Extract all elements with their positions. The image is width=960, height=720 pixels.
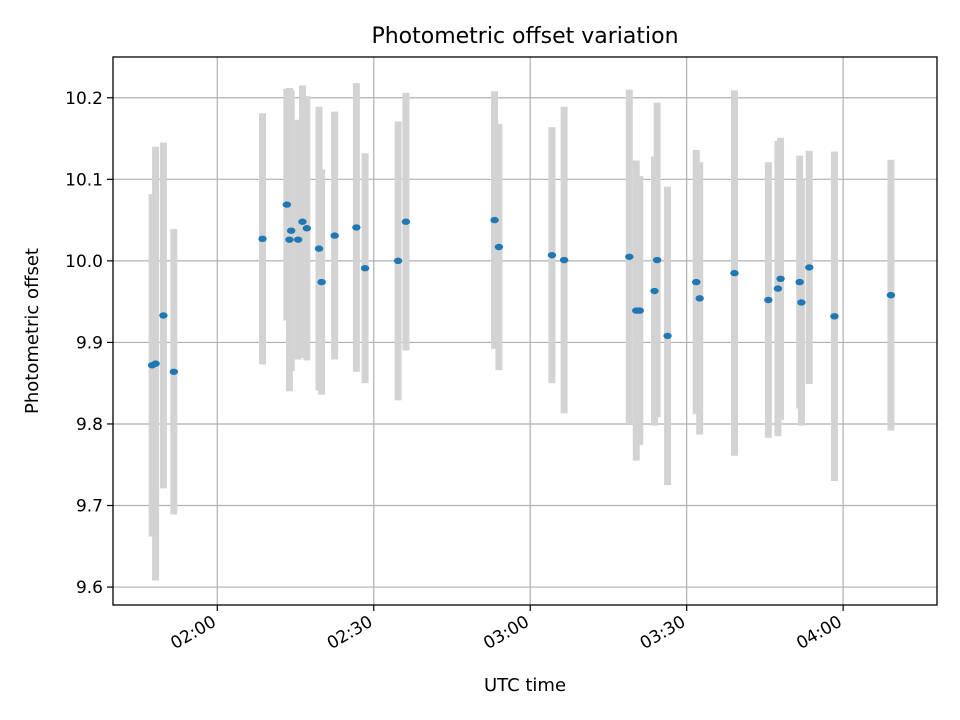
data-point [830, 313, 839, 320]
y-tick-label: 10.1 [65, 170, 103, 190]
data-point [317, 278, 326, 286]
data-point [330, 232, 339, 239]
x-ticks: 02:00 02:30 03:00 03:30 04:00 [167, 605, 846, 654]
x-tick-label: 03:00 [480, 612, 532, 654]
chart-title: Photometric offset variation [371, 24, 678, 49]
x-tick-label: 04:00 [793, 612, 845, 654]
data-point [797, 299, 806, 306]
data-point [625, 253, 634, 260]
y-tick-label: 9.9 [76, 333, 103, 353]
data-point [314, 245, 324, 252]
x-tick-label: 02:00 [167, 612, 219, 654]
data-point [635, 307, 644, 314]
data-point [547, 251, 557, 259]
data-point [692, 278, 701, 286]
data-point [282, 201, 292, 208]
data-point [773, 285, 783, 292]
y-ticks: 9.6 9.7 9.8 9.9 10.0 10.1 10.2 [65, 89, 113, 598]
data-point [293, 236, 303, 243]
data-point [776, 275, 785, 283]
data-point [285, 236, 294, 243]
grid [113, 57, 937, 605]
y-tick-label: 10.2 [65, 89, 103, 109]
data-point [286, 227, 296, 234]
data-point [663, 332, 672, 340]
data-point [886, 291, 896, 299]
x-tick-label: 03:30 [637, 612, 689, 654]
y-tick-label: 9.8 [76, 415, 103, 435]
data-point [494, 243, 504, 251]
data-point [730, 269, 739, 277]
data-point [258, 235, 267, 243]
x-tick-label: 02:30 [324, 612, 376, 654]
data-point [169, 368, 179, 375]
data-point [764, 296, 773, 304]
data-point [490, 216, 499, 224]
data-point [695, 295, 704, 302]
data-point [652, 256, 662, 264]
plot-frame [112, 56, 938, 606]
y-tick-label: 9.7 [76, 497, 103, 517]
data-point [298, 218, 307, 225]
data-point [151, 360, 160, 367]
data-point [352, 224, 361, 231]
data-point [401, 218, 411, 225]
y-tick-label: 10.0 [65, 252, 103, 272]
data-points [147, 201, 896, 375]
data-point [559, 256, 569, 264]
data-point [393, 257, 403, 265]
x-axis-label: UTC time [484, 675, 566, 696]
data-point [795, 278, 804, 286]
data-point [302, 225, 312, 232]
data-point [650, 287, 659, 295]
data-point [805, 264, 814, 271]
y-axis-label: Photometric offset [22, 248, 43, 414]
data-point [360, 265, 370, 272]
y-tick-label: 9.6 [76, 578, 103, 598]
data-point [159, 312, 168, 319]
